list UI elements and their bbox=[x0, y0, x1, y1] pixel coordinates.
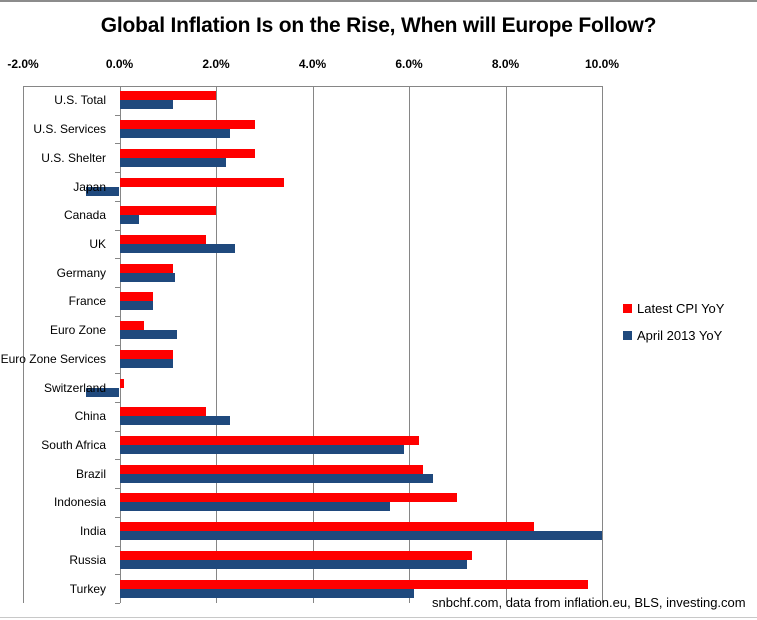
bar-latest-cpi bbox=[119, 349, 173, 359]
x-tick-label: 4.0% bbox=[298, 57, 327, 71]
y-tick-mark bbox=[115, 345, 120, 346]
y-tick-mark bbox=[115, 230, 120, 231]
bar-april-2013 bbox=[119, 445, 405, 455]
legend-item-april-2013: April 2013 YoY bbox=[623, 322, 724, 349]
y-tick-mark bbox=[115, 201, 120, 202]
y-tick-mark bbox=[115, 402, 120, 403]
bar-latest-cpi bbox=[119, 407, 207, 417]
bar-april-2013 bbox=[119, 129, 231, 139]
y-tick-mark bbox=[115, 143, 120, 144]
bar-latest-cpi bbox=[119, 493, 458, 503]
legend-label-april-2013: April 2013 YoY bbox=[637, 328, 723, 343]
bar-april-2013 bbox=[119, 588, 414, 598]
bar-latest-cpi bbox=[119, 464, 424, 474]
category-label: U.S. Services bbox=[33, 122, 106, 137]
legend-swatch-april-2013 bbox=[623, 331, 632, 340]
bar-latest-cpi bbox=[119, 120, 255, 130]
gridline bbox=[602, 86, 603, 603]
bar-latest-cpi bbox=[119, 263, 173, 273]
y-tick-mark bbox=[115, 459, 120, 460]
category-label: China bbox=[74, 409, 106, 424]
bar-latest-cpi bbox=[119, 91, 216, 101]
y-tick-mark bbox=[115, 373, 120, 374]
bar-latest-cpi bbox=[119, 206, 216, 216]
gridline bbox=[506, 86, 507, 603]
y-tick-mark bbox=[115, 431, 120, 432]
category-axis bbox=[120, 86, 121, 603]
bar-latest-cpi bbox=[119, 177, 284, 187]
category-label: Russia bbox=[69, 552, 106, 567]
category-label: U.S. Total bbox=[54, 93, 106, 108]
y-tick-mark bbox=[115, 115, 120, 116]
bar-latest-cpi bbox=[119, 579, 588, 589]
category-label: U.S. Shelter bbox=[41, 150, 106, 165]
bar-april-2013 bbox=[119, 272, 175, 282]
bar-april-2013 bbox=[119, 559, 467, 569]
bar-latest-cpi bbox=[119, 550, 472, 560]
x-tick-label: 2.0% bbox=[202, 57, 230, 71]
category-label: Euro Zone bbox=[49, 323, 106, 338]
x-tick-label: 10.0% bbox=[584, 57, 620, 71]
bar-april-2013 bbox=[119, 358, 173, 368]
legend-item-latest-cpi: Latest CPI YoY bbox=[623, 295, 724, 322]
bar-latest-cpi bbox=[119, 321, 144, 331]
y-tick-mark bbox=[115, 546, 120, 547]
bar-april-2013 bbox=[119, 100, 173, 110]
legend: Latest CPI YoY April 2013 YoY bbox=[623, 295, 724, 349]
bar-april-2013 bbox=[119, 416, 231, 426]
bar-latest-cpi bbox=[119, 378, 125, 388]
category-label: India bbox=[79, 524, 106, 539]
bar-april-2013 bbox=[119, 330, 178, 340]
x-tick-label: 8.0% bbox=[491, 57, 520, 71]
category-label: South Africa bbox=[41, 438, 106, 453]
y-tick-mark bbox=[115, 258, 120, 259]
source-annotation: snbchf.com, data from inflation.eu, BLS,… bbox=[432, 595, 746, 610]
bar-latest-cpi bbox=[119, 148, 255, 158]
y-tick-mark bbox=[115, 517, 120, 518]
y-tick-mark bbox=[115, 603, 120, 604]
category-label: Germany bbox=[56, 265, 106, 280]
y-tick-mark bbox=[115, 287, 120, 288]
gridline bbox=[313, 86, 314, 603]
category-label: Euro Zone Services bbox=[0, 351, 106, 366]
bar-latest-cpi bbox=[119, 522, 535, 532]
spreadsheet-row-line bbox=[0, 617, 757, 618]
category-label: France bbox=[68, 294, 106, 309]
gridline bbox=[409, 86, 410, 603]
category-label: Indonesia bbox=[53, 495, 106, 510]
category-label: UK bbox=[89, 236, 106, 251]
legend-label-latest-cpi: Latest CPI YoY bbox=[637, 301, 725, 316]
x-tick-label: 6.0% bbox=[395, 57, 423, 71]
bar-latest-cpi bbox=[119, 436, 419, 446]
bar-april-2013 bbox=[85, 186, 120, 196]
gridline bbox=[216, 86, 217, 603]
bar-april-2013 bbox=[119, 243, 236, 253]
category-label: Brazil bbox=[75, 466, 106, 481]
bar-april-2013 bbox=[119, 502, 390, 512]
bar-latest-cpi bbox=[119, 292, 154, 302]
y-tick-mark bbox=[115, 172, 120, 173]
window-top-border bbox=[0, 0, 757, 2]
category-label: Canada bbox=[63, 208, 106, 223]
bar-april-2013 bbox=[119, 215, 139, 225]
y-tick-mark bbox=[115, 488, 120, 489]
chart-title: Global Inflation Is on the Rise, When wi… bbox=[100, 14, 657, 37]
category-label: Japan bbox=[73, 179, 106, 194]
category-label: Turkey bbox=[69, 581, 106, 596]
bar-april-2013 bbox=[119, 531, 602, 541]
y-tick-mark bbox=[115, 574, 120, 575]
x-tick-label: -2.0% bbox=[7, 57, 39, 71]
gridline bbox=[23, 86, 24, 603]
bar-april-2013 bbox=[119, 301, 154, 311]
y-tick-mark bbox=[115, 316, 120, 317]
legend-swatch-latest-cpi bbox=[623, 304, 632, 313]
bar-april-2013 bbox=[119, 157, 226, 167]
bar-april-2013 bbox=[119, 473, 434, 483]
category-label: Switzerland bbox=[43, 380, 106, 395]
bar-latest-cpi bbox=[119, 234, 207, 244]
y-tick-mark bbox=[115, 86, 120, 87]
bar-april-2013 bbox=[85, 387, 120, 397]
x-tick-label: 0.0% bbox=[105, 57, 134, 71]
